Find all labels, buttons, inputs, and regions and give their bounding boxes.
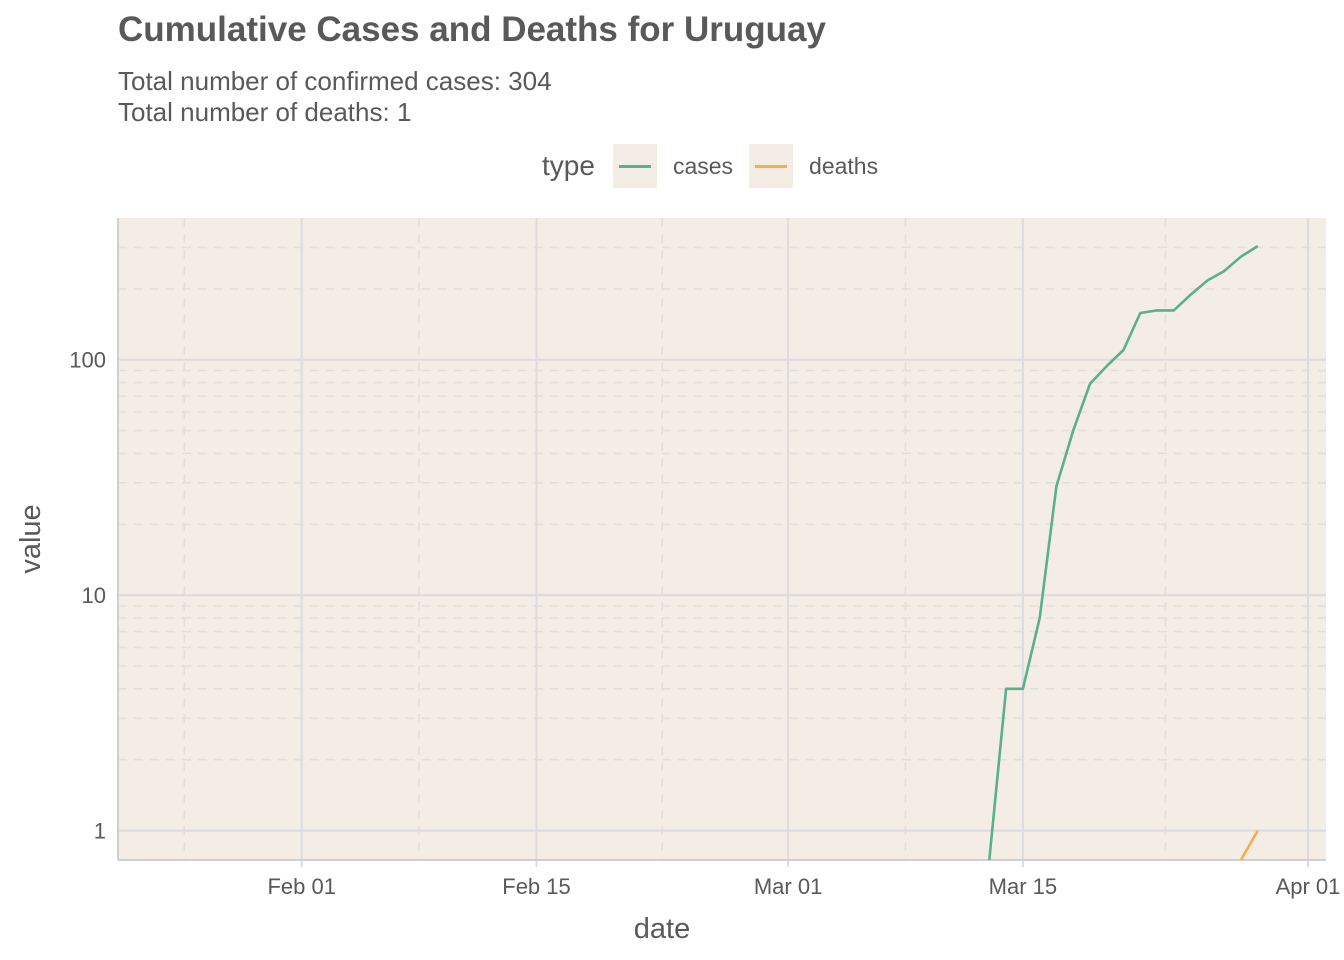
x-axis-title: date	[634, 913, 690, 945]
chart-title: Cumulative Cases and Deaths for Uruguay	[118, 10, 826, 49]
legend: type cases deaths	[542, 144, 894, 188]
series-line-deaths	[1239, 829, 1259, 860]
y-axis-title: value	[15, 504, 47, 573]
legend-key-cases	[612, 144, 657, 188]
legend-label-deaths: deaths	[809, 152, 879, 179]
y-tick-label: 100	[69, 348, 106, 373]
x-tick-label: Mar 01	[754, 874, 822, 899]
plot-panel	[118, 218, 1326, 860]
subtitle-deaths: Total number of deaths: 1	[118, 97, 412, 127]
x-tick-label: Apr 01	[1276, 874, 1341, 899]
x-tick-label: Feb 01	[267, 874, 336, 899]
subtitle-cases: Total number of confirmed cases: 304	[118, 66, 552, 96]
legend-label-cases: cases	[672, 152, 734, 179]
x-tick-label: Feb 15	[502, 874, 571, 899]
legend-key-deaths	[749, 144, 794, 188]
y-tick-label: 1	[94, 819, 106, 844]
legend-title: type	[542, 150, 595, 181]
series-line-cases	[988, 245, 1259, 860]
x-tick-label: Mar 15	[989, 874, 1057, 899]
y-tick-label: 10	[82, 583, 106, 608]
